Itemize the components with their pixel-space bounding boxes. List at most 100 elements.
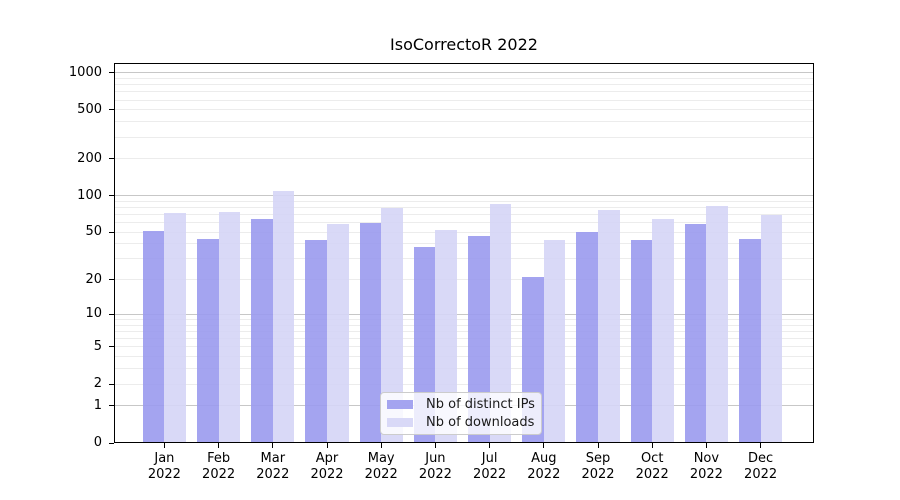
x-tick-nov	[705, 443, 707, 448]
gridline-minor-40	[114, 243, 814, 245]
bar-nb-of-downloads-apr	[327, 224, 349, 443]
bar-nb-of-downloads-sep	[598, 210, 620, 443]
x-tick-label-aug: Aug 2022	[516, 451, 572, 483]
x-tick-month-jun: Jun	[425, 451, 446, 466]
x-tick-label-oct: Oct 2022	[624, 451, 680, 483]
x-tick-year-oct: 2022	[635, 467, 669, 482]
bar-nb-of-distinct-ips-mar	[251, 219, 273, 443]
bar-nb-of-downloads-jun	[435, 230, 458, 443]
gridline-minor-6	[114, 338, 814, 340]
x-tick-dec	[760, 443, 762, 448]
x-tick-label-apr: Apr 2022	[299, 451, 355, 483]
y-tick-100	[109, 195, 114, 197]
y-tick-200	[109, 158, 114, 160]
x-tick-month-dec: Dec	[748, 451, 774, 466]
x-tick-label-sep: Sep 2022	[570, 451, 626, 483]
bar-nb-of-downloads-nov	[706, 205, 729, 443]
x-tick-label-mar: Mar 2022	[245, 451, 301, 483]
gridline-minor-30	[114, 258, 814, 260]
x-tick-year-dec: 2022	[744, 467, 778, 482]
x-tick-year-nov: 2022	[689, 467, 723, 482]
bar-nb-of-distinct-ips-oct	[630, 240, 653, 443]
bar-nb-of-downloads-jan	[164, 213, 187, 443]
y-tick-1	[109, 405, 114, 407]
bar-nb-of-downloads-oct	[652, 219, 674, 443]
y-tick-label-2: 2	[93, 376, 102, 392]
legend: Nb of distinct IPs Nb of downloads	[380, 392, 542, 435]
gridline-minor-3	[114, 368, 814, 370]
y-tick-label-200: 200	[77, 150, 102, 166]
x-tick-label-jul: Jul 2022	[462, 451, 518, 483]
bars-layer	[114, 63, 814, 443]
bar-nb-of-distinct-ips-may	[359, 222, 382, 443]
bar-nb-of-distinct-ips-jan	[142, 231, 165, 443]
x-tick-month-oct: Oct	[640, 451, 664, 466]
gridline-major-100	[114, 195, 814, 197]
y-tick-5	[109, 346, 114, 348]
y-tick-label-1000: 1000	[68, 64, 102, 80]
legend-label-distinct-ips: Nb of distinct IPs	[426, 397, 535, 413]
y-tick-label-0: 0	[93, 435, 102, 450]
y-tick-10	[109, 313, 114, 315]
x-tick-year-mar: 2022	[256, 467, 290, 482]
bar-nb-of-downloads-feb	[218, 212, 241, 443]
gridline-minor-500	[114, 109, 814, 111]
x-tick-year-sep: 2022	[581, 467, 615, 482]
x-tick-month-mar: Mar	[260, 451, 286, 466]
y-tick-20	[109, 279, 114, 281]
legend-swatch-distinct-ips	[387, 400, 413, 410]
y-tick-label-500: 500	[77, 101, 102, 117]
gridline-minor-8	[114, 324, 814, 326]
gridline-major-1000	[114, 72, 814, 74]
legend-item-downloads: Nb of downloads	[387, 415, 534, 430]
x-tick-aug	[543, 443, 545, 448]
x-tick-year-jun: 2022	[418, 467, 452, 482]
bar-nb-of-downloads-jul	[489, 203, 512, 443]
x-tick-label-jun: Jun 2022	[407, 451, 463, 483]
bar-nb-of-downloads-may	[381, 208, 403, 443]
gridline-minor-70	[114, 214, 814, 216]
x-tick-year-jul: 2022	[473, 467, 507, 482]
gridline-minor-4	[114, 356, 814, 358]
x-tick-year-feb: 2022	[202, 467, 236, 482]
y-tick-label-1: 1	[93, 397, 102, 413]
bar-nb-of-distinct-ips-feb	[196, 238, 219, 443]
gridline-minor-80	[114, 206, 814, 208]
gridline-minor-90	[114, 200, 814, 202]
x-tick-month-jul: Jul	[481, 451, 498, 466]
legend-swatch-downloads	[387, 417, 413, 427]
y-tick-label-50: 50	[85, 224, 102, 240]
gridline-minor-800	[114, 84, 814, 86]
x-tick-label-jan: Jan 2022	[136, 451, 192, 483]
x-tick-month-aug: Aug	[531, 451, 557, 466]
x-tick-month-apr: Apr	[315, 451, 339, 466]
x-tick-label-nov: Nov 2022	[678, 451, 734, 483]
y-tick-1000	[109, 72, 114, 74]
x-tick-oct	[651, 443, 653, 448]
bar-nb-of-downloads-aug	[543, 240, 566, 443]
gridline-minor-7	[114, 331, 814, 333]
gridline-major-10	[114, 313, 814, 315]
x-tick-sep	[597, 443, 599, 448]
y-tick-0	[109, 442, 114, 444]
y-tick-label-5: 5	[93, 338, 102, 354]
gridline-minor-50	[114, 231, 814, 233]
gridline-minor-900	[114, 77, 814, 79]
bar-nb-of-downloads-mar	[272, 190, 295, 443]
bar-nb-of-distinct-ips-dec	[738, 238, 761, 443]
x-tick-year-jan: 2022	[147, 467, 181, 482]
gridline-minor-9	[114, 319, 814, 321]
x-tick-jul	[489, 443, 491, 448]
gridline-minor-300	[114, 136, 814, 138]
gridline-minor-400	[114, 121, 814, 123]
bar-nb-of-downloads-dec	[760, 215, 783, 443]
x-tick-may	[380, 443, 382, 448]
x-tick-apr	[326, 443, 328, 448]
legend-item-distinct-ips: Nb of distinct IPs	[387, 397, 535, 413]
x-tick-label-dec: Dec 2022	[733, 451, 789, 483]
y-tick-500	[109, 109, 114, 111]
x-tick-year-apr: 2022	[310, 467, 344, 482]
x-tick-month-nov: Nov	[693, 451, 720, 466]
y-tick-label-10: 10	[85, 306, 102, 322]
